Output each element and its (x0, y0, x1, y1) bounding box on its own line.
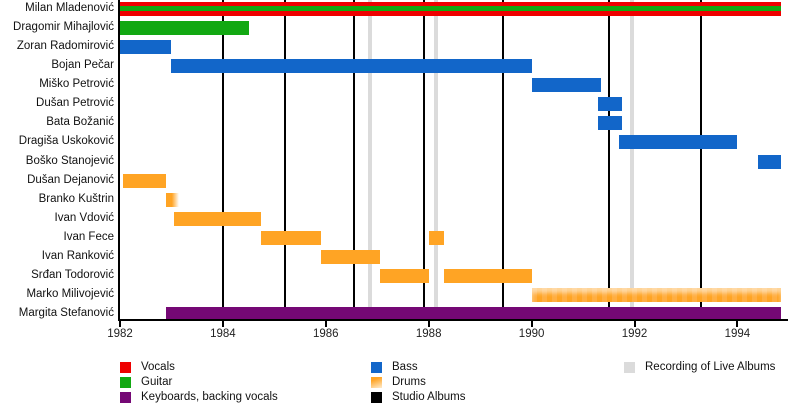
member-name-label: Ivan Fece (63, 230, 115, 243)
bar-bass (757, 154, 782, 169)
studio-album-line (700, 0, 703, 319)
bar-drums (320, 249, 380, 264)
bar-bass (619, 135, 738, 150)
bar-drums (166, 192, 180, 207)
legend-swatch-bass (371, 362, 382, 373)
x-axis-tick (633, 321, 636, 327)
bar-drums (531, 287, 782, 302)
studio-album-line (502, 0, 505, 319)
bar-bass (598, 116, 622, 131)
legend-label-guitar: Guitar (141, 376, 173, 388)
member-name-label: Bojan Pečar (51, 59, 114, 72)
y-axis-line (118, 0, 120, 319)
bar-bass (171, 59, 532, 74)
member-name-label: Ivan Vdović (54, 211, 114, 224)
bar-drums (174, 211, 262, 226)
x-axis-tick (736, 321, 739, 327)
legend-swatch-keyboards (120, 392, 131, 403)
bar-drums (379, 268, 429, 283)
member-name-label: Srđan Todorović (31, 268, 114, 281)
bar-bass (120, 40, 172, 55)
member-name-label: Bata Božanić (46, 116, 114, 129)
member-name-label: Dušan Dejanović (27, 173, 114, 186)
legend-label-vocals: Vocals (141, 361, 175, 373)
legend-swatch-drums (371, 377, 382, 388)
legend-label-keyboards: Keyboards, backing vocals (141, 391, 278, 403)
x-axis-tick (530, 321, 533, 327)
legend-swatch-studio-albums (371, 392, 382, 403)
live-recording-line (367, 0, 372, 319)
studio-album-line (607, 0, 610, 319)
bar-bass (531, 78, 602, 93)
studio-album-line (353, 0, 356, 319)
member-name-label: Zoran Radomirović (16, 40, 114, 53)
member-name-label: Margita Stefanović (18, 307, 114, 319)
studio-album-line (422, 0, 425, 319)
live-recording-line (629, 0, 634, 319)
legend-label-studio-albums: Studio Albums (392, 391, 466, 403)
live-recording-line (434, 0, 439, 319)
x-axis-tick-label: 1990 (518, 328, 545, 340)
legend-swatch-live-albums (624, 362, 635, 373)
x-axis-tick-label: 1992 (621, 328, 648, 340)
member-name-label: Milan Mladenović (25, 2, 114, 14)
member-name-label: Dušan Petrović (36, 97, 114, 110)
x-axis-tick (221, 321, 224, 327)
x-axis-tick (427, 321, 430, 327)
member-name-label: Marko Milivojević (26, 287, 114, 300)
legend-swatch-vocals (120, 362, 131, 373)
x-axis-tick-label: 1986 (313, 328, 339, 340)
bar-bass (598, 97, 622, 112)
member-name-label: Branko Kuštrin (38, 192, 114, 205)
bar-vocals_guitar (120, 2, 782, 16)
member-name-label: Dragomir Mihajlović (13, 21, 114, 34)
x-axis-tick-label: 1994 (724, 328, 751, 340)
bar-drums (122, 173, 167, 188)
legend-label-bass: Bass (392, 361, 418, 373)
studio-album-line (283, 0, 286, 319)
x-axis-tick-label: 1982 (107, 328, 133, 340)
x-axis-tick (324, 321, 327, 327)
bar-drums (444, 268, 532, 283)
x-axis-tick-label: 1984 (210, 328, 236, 340)
bar-drums (428, 230, 445, 245)
member-name-label: Miško Petrović (39, 78, 114, 91)
legend-label-drums: Drums (392, 376, 426, 388)
studio-album-line (221, 0, 224, 319)
bar-guitar (120, 21, 249, 36)
x-axis-tick (119, 321, 121, 327)
x-axis-line (118, 319, 788, 321)
member-name-label: Dragiša Uskoković (18, 135, 114, 148)
bar-keyboards (166, 307, 782, 321)
x-axis-tick-label: 1988 (415, 328, 442, 340)
legend-label-live-albums: Recording of Live Albums (645, 361, 776, 373)
member-name-label: Boško Stanojević (25, 154, 114, 167)
bar-drums (261, 230, 321, 245)
member-name-label: Ivan Ranković (41, 249, 114, 262)
legend-swatch-guitar (120, 377, 131, 388)
